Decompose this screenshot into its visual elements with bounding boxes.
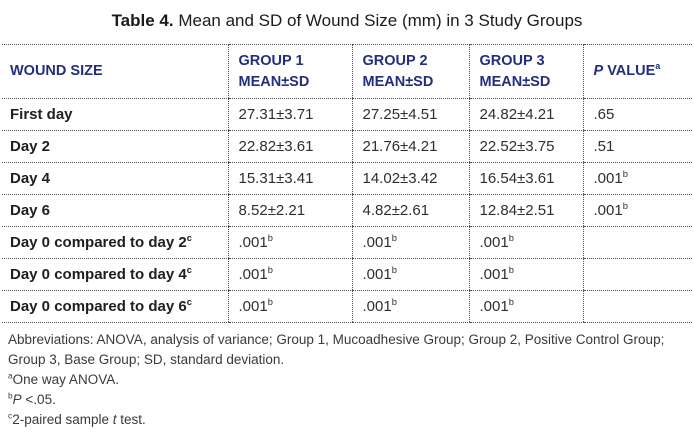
table-row: First day 27.31±3.71 27.25±4.51 24.82±4.21.… [2, 98, 692, 131]
data-cell: 12.84±2.51 [468, 194, 583, 227]
header-p-sup: a [655, 61, 661, 72]
footnote-line: Abbreviations: ANOVA, analysis of varian… [8, 332, 665, 367]
data-cell: .001b [468, 226, 583, 259]
data-cell: 24.82±4.21 [468, 98, 583, 131]
header-group-1-line1: GROUP 1 [238, 53, 304, 70]
data-cell: 16.54±3.61 [468, 162, 583, 195]
table-row: Day 2 22.82±3.61 21.76±4.21 22.52±3.75.51 [2, 130, 692, 163]
table-header: WOUND SIZE GROUP 1 MEAN±SD GROUP 2 MEAN±… [2, 44, 692, 99]
row-label: Day 2 [2, 130, 228, 163]
header-group-1-line2: MEAN±SD [238, 73, 310, 90]
table-row: Day 0 compared to day 4c .001b .001b .001b [2, 258, 692, 291]
data-cell: .001b [227, 258, 352, 291]
data-cell: .001b [351, 290, 469, 323]
data-cell: 22.52±3.75 [468, 130, 583, 163]
header-group-2-line1: GROUP 2 [362, 53, 428, 70]
header-p-rest: VALUE [603, 63, 656, 80]
data-cell: .001b [468, 290, 583, 323]
header-group-3-line2: MEAN±SD [479, 73, 551, 90]
data-cell: .001b [227, 226, 352, 259]
table-row: Day 4 15.31±3.41 14.02±3.42 16.54±3.61.001b [2, 162, 692, 195]
row-label: Day 0 compared to day 6c [2, 290, 228, 323]
footnote-line: bP <.05. [8, 390, 56, 407]
header-wound-size-label: WOUND SIZE [10, 63, 103, 80]
data-cell: .001b [351, 258, 469, 291]
data-cell: .001b [582, 194, 692, 227]
data-cell: 22.82±3.61 [227, 130, 352, 163]
data-cell: 27.31±3.71 [227, 98, 352, 131]
data-cell: 14.02±3.42 [351, 162, 469, 195]
header-group-2-line2: MEAN±SD [362, 73, 434, 90]
header-p-italic: P [593, 63, 604, 80]
header-group-1: GROUP 1 MEAN±SD [227, 44, 352, 99]
row-label: Day 0 compared to day 4c [2, 258, 228, 291]
table-row: Day 0 compared to day 6c .001b .001b .001b [2, 290, 692, 323]
data-cell: 4.82±2.61 [351, 194, 469, 227]
footnote-line: c2-paired sample t test. [8, 410, 146, 427]
table-title-prefix: Table 4. [111, 11, 174, 30]
footnote-line: aOne way ANOVA. [8, 370, 119, 387]
header-group-3: GROUP 3 MEAN±SD [468, 44, 583, 99]
data-cell: .001b [468, 258, 583, 291]
header-row: WOUND SIZE GROUP 1 MEAN±SD GROUP 2 MEAN±… [2, 44, 692, 99]
data-cell [582, 258, 692, 291]
row-label: First day [2, 98, 228, 131]
data-cell: .001b [582, 162, 692, 195]
data-cell [582, 226, 692, 259]
table-title: Table 4. Mean and SD of Wound Size (mm) … [0, 0, 694, 31]
header-group-2: GROUP 2 MEAN±SD [351, 44, 469, 99]
data-cell: 8.52±2.21 [227, 194, 352, 227]
data-cell: 15.31±3.41 [227, 162, 352, 195]
row-label: Day 4 [2, 162, 228, 195]
data-cell: 21.76±4.21 [351, 130, 469, 163]
header-p-value: P VALUEa [582, 44, 692, 99]
data-cell: .001b [227, 290, 352, 323]
row-label: Day 6 [2, 194, 228, 227]
wound-size-table: WOUND SIZE GROUP 1 MEAN±SD GROUP 2 MEAN±… [2, 44, 692, 323]
data-cell: 27.25±4.51 [351, 98, 469, 131]
header-wound-size: WOUND SIZE [2, 44, 228, 99]
data-cell: .51 [582, 130, 692, 163]
table-body: First day 27.31±3.71 27.25±4.51 24.82±4.21.… [2, 98, 692, 323]
header-group-3-line1: GROUP 3 [479, 53, 545, 70]
table-title-text: Mean and SD of Wound Size (mm) in 3 Stud… [173, 11, 583, 30]
table-row: Day 0 compared to day 2c .001b .001b .001b [2, 226, 692, 259]
data-cell [582, 290, 692, 323]
footnotes: Abbreviations: ANOVA, analysis of varian… [8, 330, 686, 430]
table-row: Day 6 8.52±2.21 4.82±2.61 12.84±2.51.001b [2, 194, 692, 227]
data-cell: .001b [351, 226, 469, 259]
row-label: Day 0 compared to day 2c [2, 226, 228, 259]
data-cell: .65 [582, 98, 692, 131]
